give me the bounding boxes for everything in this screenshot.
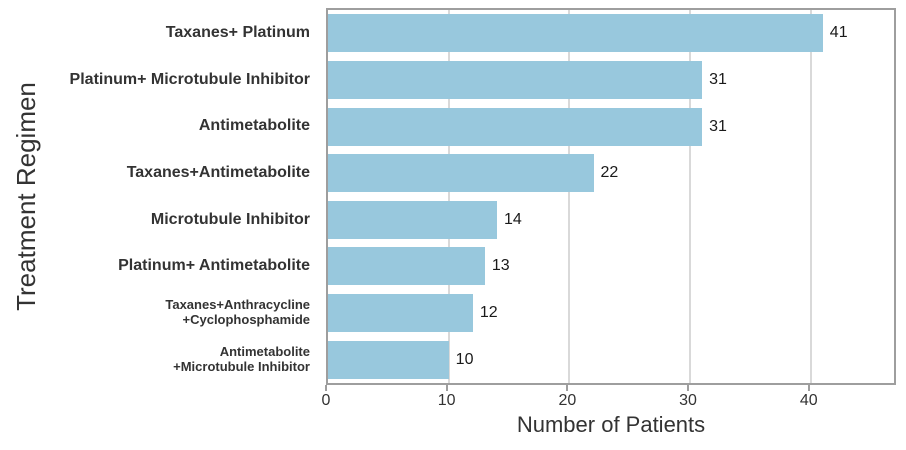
x-tick-mark xyxy=(325,385,327,391)
bar xyxy=(328,14,823,53)
bar-row: 31 xyxy=(328,103,894,150)
bar-value-label: 14 xyxy=(503,210,522,228)
bar-value-label: 10 xyxy=(455,350,474,368)
category-label-line: Microtubule Inhibitor xyxy=(150,210,310,228)
bar xyxy=(328,154,594,193)
category-label-line: Platinum+ Microtubule Inhibitor xyxy=(69,70,310,88)
grid-line xyxy=(689,10,692,383)
x-tick-mark xyxy=(445,385,448,391)
category-label-line: Taxanes+Anthracycline xyxy=(165,297,310,313)
bar xyxy=(328,107,703,146)
category-label-line: +Cyclophosphamide xyxy=(182,312,311,328)
category-label: Antimetabolite xyxy=(0,103,310,150)
bar-row: 14 xyxy=(328,197,894,244)
category-label: Platinum+ Microtubule Inhibitor xyxy=(0,57,310,104)
category-label: Taxanes+Anthracycline +Cyclophosphamide xyxy=(0,290,310,337)
grid-line xyxy=(809,10,812,383)
grid-line xyxy=(447,10,450,383)
category-label-line: Platinum+ Antimetabolite xyxy=(118,257,310,275)
x-tick-label: 30 xyxy=(679,392,697,409)
bar-value-label: 13 xyxy=(491,257,510,275)
bar-value-label: 31 xyxy=(709,70,727,88)
bar-value-label: 31 xyxy=(709,117,727,135)
x-tick-mark xyxy=(566,385,569,391)
bar-row: 10 xyxy=(328,336,894,383)
grid-line xyxy=(568,10,571,383)
bar xyxy=(328,60,703,99)
bar-value-label: 12 xyxy=(479,304,498,322)
bar-row: 41 xyxy=(328,10,894,57)
category-label: Antimetabolite +Microtubule Inhibitor xyxy=(0,336,310,383)
x-tick-label: 0 xyxy=(321,392,331,409)
category-label-line: +Microtubule Inhibitor xyxy=(173,358,310,374)
y-axis-labels: Taxanes+ Platinum Platinum+ Microtubule I… xyxy=(0,8,318,385)
bar-row: 13 xyxy=(328,243,894,290)
category-label: Taxanes+ Platinum xyxy=(0,10,310,57)
bar-row: 31 xyxy=(328,57,894,104)
x-tick-label: 40 xyxy=(799,392,818,409)
bar xyxy=(328,200,497,239)
bar xyxy=(328,294,473,333)
category-label-line: Taxanes+Antimetabolite xyxy=(126,163,310,181)
plot-area: 41 31 31 22 14 13 12 10 xyxy=(326,8,896,385)
category-label-line: Antimetabolite xyxy=(219,343,310,359)
x-axis: 0 10 20 30 40 xyxy=(322,385,896,425)
x-tick-mark xyxy=(687,385,690,391)
category-label-line: Taxanes+ Platinum xyxy=(165,24,310,42)
category-label: Platinum+ Antimetabolite xyxy=(0,243,310,290)
bar-value-label: 22 xyxy=(600,164,619,182)
bar xyxy=(328,247,485,286)
x-axis-title: Number of Patients xyxy=(516,412,706,437)
category-label: Taxanes+Antimetabolite xyxy=(0,150,310,197)
x-tick-label: 20 xyxy=(558,392,577,409)
category-label-line: Antimetabolite xyxy=(198,117,310,135)
x-tick-mark xyxy=(807,385,810,391)
category-label: Microtubule Inhibitor xyxy=(0,197,310,244)
x-tick-label: 10 xyxy=(437,392,456,409)
bar-value-label: 41 xyxy=(829,24,848,42)
bar-row: 12 xyxy=(328,290,894,337)
bar xyxy=(328,340,449,379)
bar-row: 22 xyxy=(328,150,894,197)
